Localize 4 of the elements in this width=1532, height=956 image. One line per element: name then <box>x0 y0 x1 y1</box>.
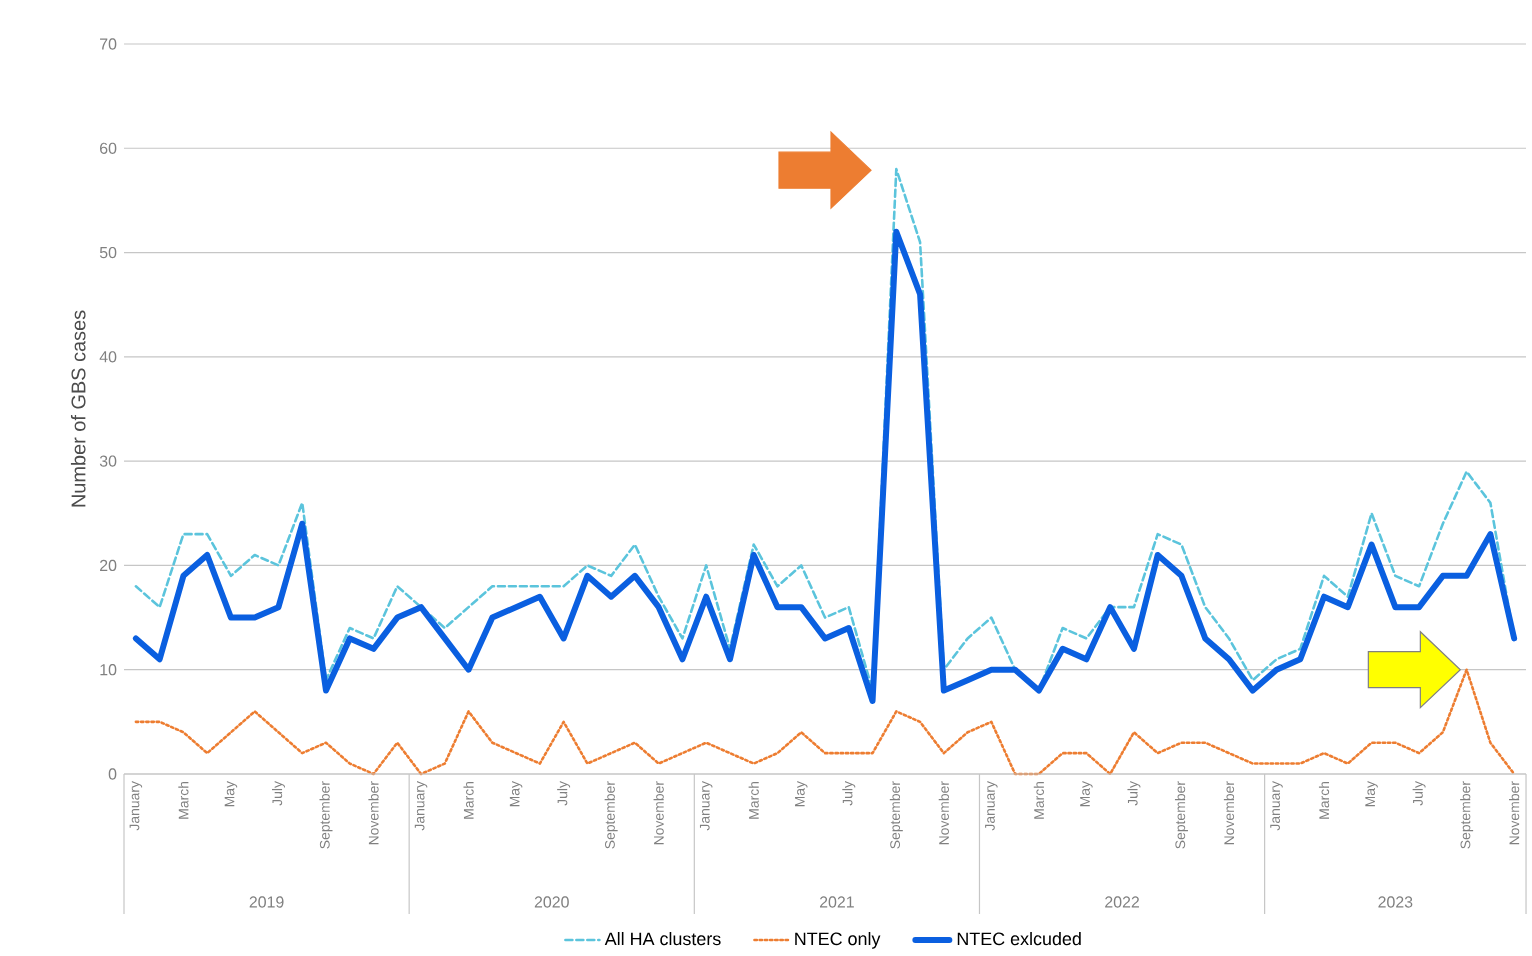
legend-label: NTEC only <box>795 932 881 949</box>
legend-label: All HA clusters <box>604 932 721 946</box>
y-axis-title: Number of GBS cases <box>70 310 86 507</box>
legend-label: NTEC exlcuded <box>957 932 1081 946</box>
